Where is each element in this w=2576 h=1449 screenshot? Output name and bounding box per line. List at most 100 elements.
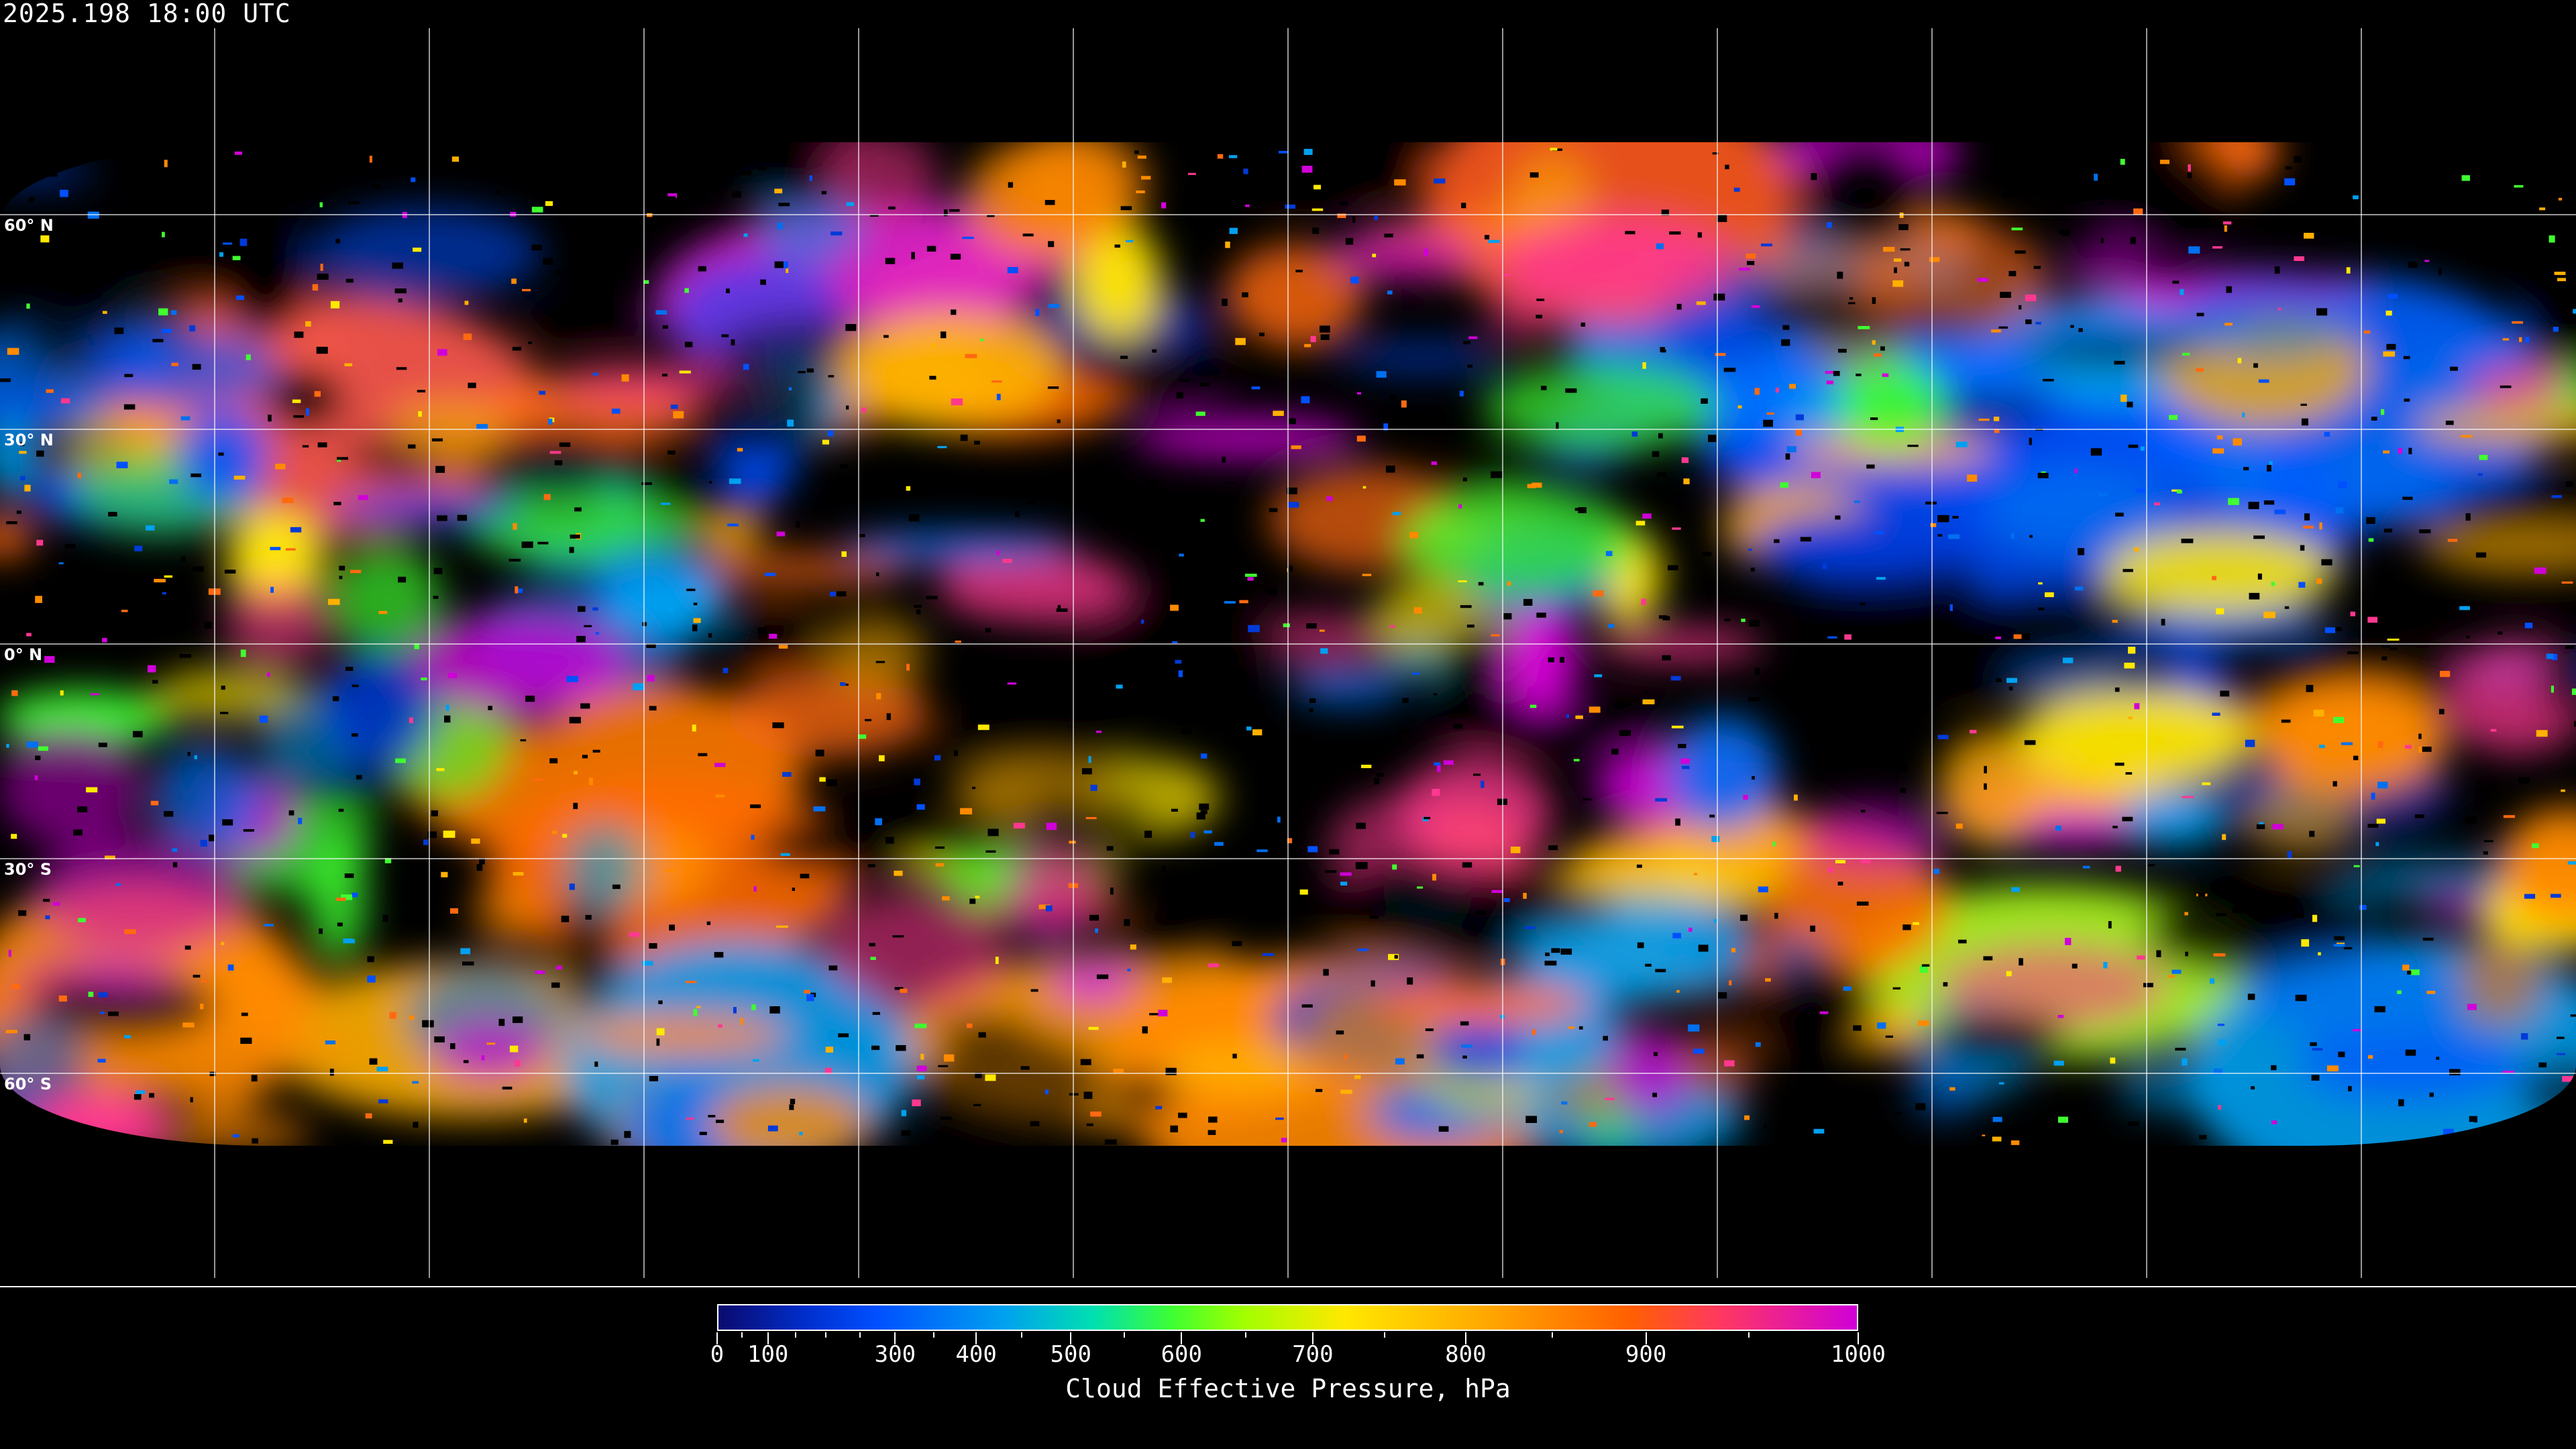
cloud-patch	[85, 329, 278, 407]
cloud-patch	[1486, 290, 1558, 345]
cloud-pixel	[2461, 175, 2470, 181]
cloud-pixel	[926, 596, 938, 600]
cloud-pixel	[858, 734, 867, 739]
cloud-pixel	[2006, 678, 2018, 683]
cloud-pixel	[828, 965, 838, 971]
cloud-pixel	[1409, 531, 1418, 539]
cloud-pixel	[389, 1012, 396, 1019]
cloud-pixel	[350, 570, 362, 574]
cloud-pixel	[1952, 516, 1959, 519]
cloud-pixel	[950, 254, 961, 260]
cloud-patch	[2242, 948, 2468, 1042]
cloud-pixel	[872, 1012, 880, 1015]
cloud-patch	[388, 398, 511, 453]
cloud-pixel	[664, 196, 676, 204]
cloud-patch	[2095, 142, 2237, 245]
cloud-pixel	[285, 548, 296, 551]
cloud-patch	[1433, 621, 1522, 724]
cloud-pixel	[2242, 412, 2245, 418]
cloud-pixel	[2319, 522, 2322, 530]
cloud-pixel	[1882, 1125, 1892, 1131]
cloud-pixel	[141, 223, 148, 227]
cloud-pixel	[1725, 164, 1729, 170]
cloud-pixel	[2253, 535, 2265, 539]
cloud-pixel	[1611, 748, 1619, 755]
cloud-pixel	[2114, 360, 2125, 365]
cloud-pixel	[914, 604, 922, 608]
cloud-pixel	[1306, 623, 1317, 629]
cloud-pixel	[1568, 1026, 1575, 1029]
cloud-patch	[309, 842, 368, 961]
cloud-pixel	[1433, 693, 1438, 696]
cloud-pixel	[559, 442, 571, 447]
cloud-pixel	[574, 507, 582, 512]
cloud-pixel	[1589, 706, 1601, 713]
cloud-pixel	[1680, 758, 1690, 764]
cloud-pixel	[36, 580, 46, 588]
cloud-pixel	[2196, 368, 2204, 372]
cloud-pixel	[1550, 148, 1558, 151]
cloud-pixel	[417, 390, 426, 392]
cloud-pixel	[2267, 465, 2271, 472]
cloud-pixel	[333, 502, 341, 506]
cloud-pixel	[2440, 671, 2451, 678]
cloud-pixel	[1789, 384, 1796, 389]
cloud-pixel	[71, 292, 81, 297]
cloud-pixel	[2159, 160, 2169, 164]
cloud-pixel	[1179, 379, 1189, 382]
cloud-pixel	[824, 1067, 832, 1075]
cloud-pixel	[1088, 1026, 1099, 1030]
cloud-pixel	[2375, 842, 2379, 847]
cloud-pixel	[2405, 745, 2412, 749]
cloud-pixel	[1394, 735, 1399, 740]
cloud-pixel	[1749, 620, 1760, 627]
cloud-pixel	[951, 309, 957, 315]
cloud-pixel	[1110, 888, 1114, 895]
cloud-patch	[823, 142, 938, 220]
cloud-pixel	[2006, 971, 2012, 977]
cloud-pixel	[2387, 294, 2398, 299]
cloud-pixel	[1026, 500, 1036, 504]
cloud-pixel	[786, 267, 789, 273]
cloud-pixel	[2218, 1039, 2226, 1046]
cloud-pixel	[1750, 568, 1755, 572]
cloud-pixel	[12, 983, 20, 989]
cloud-pixel	[2130, 237, 2136, 244]
cloud-pixel	[955, 640, 961, 643]
cloud-pixel	[2502, 338, 2510, 341]
cloud-pixel	[1693, 1049, 1705, 1054]
cloud-pixel	[1030, 1121, 1040, 1126]
cloud-pixel	[753, 886, 757, 892]
cloud-pixel	[595, 631, 599, 635]
cloud-pixel	[2185, 951, 2188, 957]
cloud-pixel	[1104, 1139, 1117, 1145]
cloud-pixel	[1827, 636, 1837, 639]
cloud-pixel	[1385, 465, 1395, 473]
cloud-pixel	[2247, 994, 2255, 1000]
cloud-patch	[1910, 1063, 1980, 1120]
cloud-pixel	[743, 364, 749, 370]
cloud-pixel	[1141, 176, 1151, 180]
cloud-pixel	[437, 515, 447, 521]
cloud-pixel	[757, 627, 767, 634]
cloud-patch	[672, 492, 765, 525]
cloud-pixel	[116, 462, 128, 469]
cloud-pixel	[2167, 975, 2175, 978]
cloud-pixel	[739, 170, 752, 176]
cloud-pixel	[5, 1030, 17, 1034]
cloud-pixel	[1783, 691, 1795, 696]
colorbar-tick-label: 0	[710, 1341, 724, 1368]
cloud-pixel	[576, 635, 586, 643]
cloud-pixel	[1126, 239, 1134, 243]
cloud-pixel	[2019, 633, 2030, 641]
cloud-pixel	[649, 943, 657, 949]
cloud-pixel	[2048, 1107, 2054, 1115]
cloud-pixel	[2013, 634, 2022, 639]
cloud-pixel	[433, 568, 443, 574]
cloud-pixel	[2405, 1049, 2416, 1056]
cloud-pixel	[1263, 781, 1268, 786]
cloud-pixel	[556, 270, 561, 275]
cloud-pixel	[2218, 1105, 2222, 1110]
cloud-pixel	[686, 1117, 694, 1120]
cloud-pixel	[2082, 865, 2090, 869]
